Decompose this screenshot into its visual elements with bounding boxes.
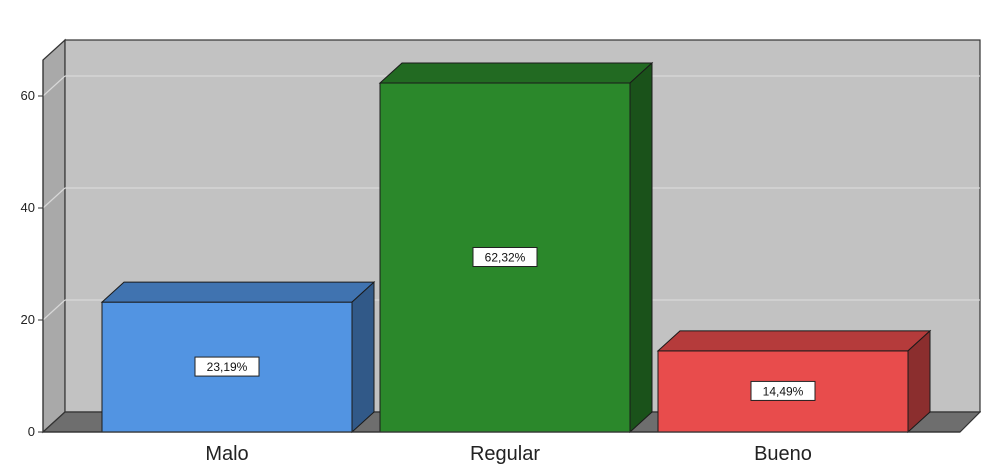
gridline-side — [42, 187, 66, 209]
y-tick-label: 0 — [28, 424, 35, 439]
x-category-label: Bueno — [754, 443, 812, 465]
bar-side-malo — [351, 281, 375, 434]
y-tick-label: 60 — [21, 88, 35, 103]
bar-side-bueno — [907, 329, 931, 434]
y-tick-label: 40 — [21, 200, 35, 215]
chart-side-wall — [42, 38, 66, 434]
bar-top-bueno — [656, 330, 932, 352]
gridline-side — [42, 75, 66, 97]
data-label: 62,32% — [485, 251, 526, 265]
data-label-box — [750, 380, 816, 401]
bar-side-regular — [629, 61, 653, 434]
gridline-side — [42, 299, 66, 321]
x-category-label: Regular — [470, 443, 540, 465]
bar-top-malo — [100, 281, 376, 303]
y-tick-label: 20 — [21, 312, 35, 327]
data-label-box — [194, 356, 260, 377]
x-category-label: Malo — [205, 443, 248, 465]
data-label-box — [472, 247, 538, 268]
data-label: 14,49% — [763, 384, 804, 398]
data-label: 23,19% — [207, 360, 248, 374]
bar-top-regular — [378, 62, 654, 84]
